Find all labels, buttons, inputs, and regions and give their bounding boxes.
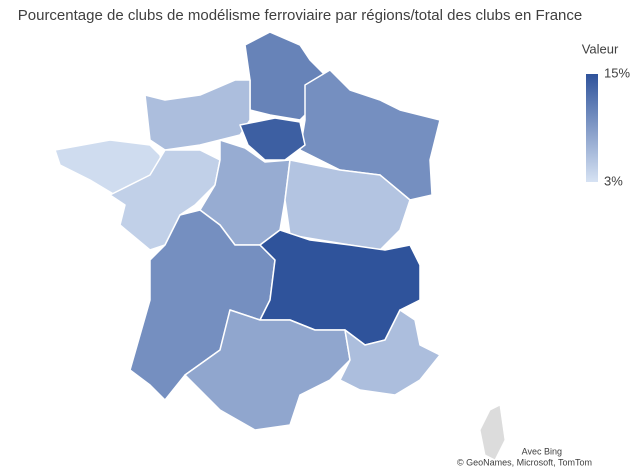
region: [144, 79, 251, 151]
region: [299, 69, 441, 201]
attribution: Avec Bing: [522, 446, 562, 456]
corsica: [479, 404, 506, 461]
region: [109, 149, 221, 251]
region: [239, 117, 306, 161]
region: [339, 309, 441, 396]
legend-title: Valeur: [582, 41, 619, 56]
attribution: © GeoNames, Microsoft, TomTom: [457, 457, 592, 467]
map-title: Pourcentage de clubs de modélisme ferrov…: [18, 7, 582, 24]
legend-label: 3%: [604, 173, 623, 188]
legend-label: 15%: [604, 65, 630, 80]
regions: [54, 31, 506, 461]
legend-scale: [586, 74, 598, 182]
